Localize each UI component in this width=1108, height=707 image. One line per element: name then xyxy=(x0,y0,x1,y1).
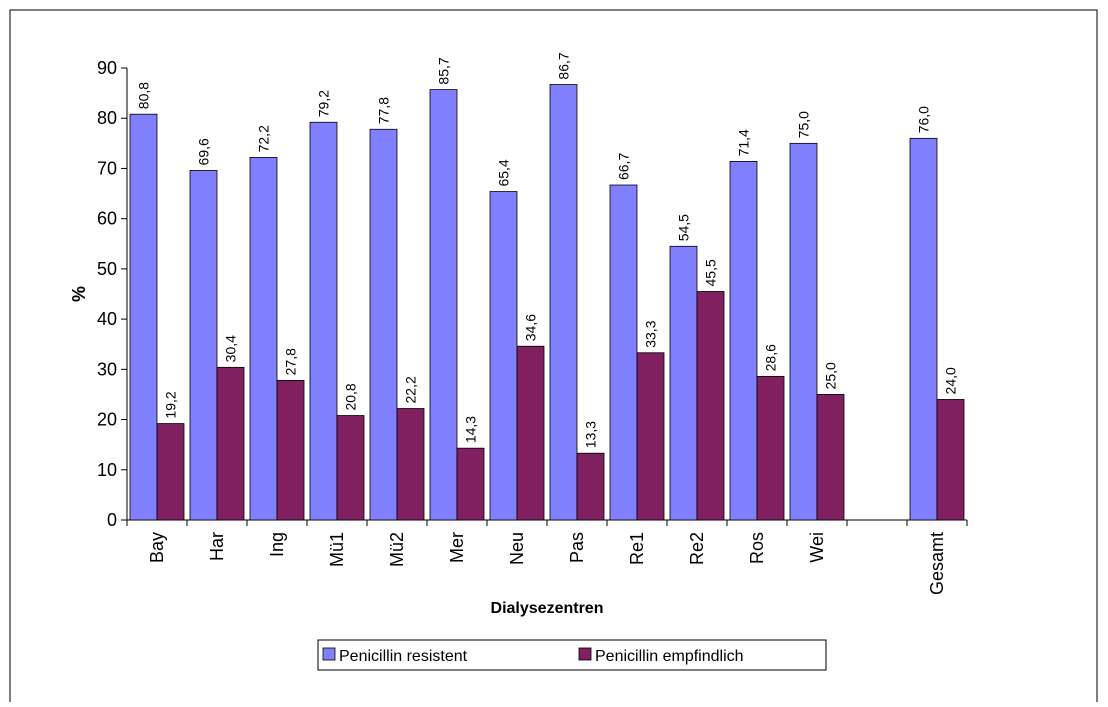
bar xyxy=(369,128,398,521)
value-label: 20,8 xyxy=(343,383,359,410)
x-tick-label: Pas xyxy=(567,532,587,563)
value-label: 13,3 xyxy=(583,421,599,448)
bar xyxy=(516,345,545,521)
bar xyxy=(249,156,278,521)
value-label: 22,2 xyxy=(403,376,419,403)
bar xyxy=(789,142,818,521)
y-tick-label: 40 xyxy=(97,309,117,329)
bar xyxy=(276,379,305,521)
bar xyxy=(129,113,158,521)
x-tick-label: Har xyxy=(207,532,227,561)
bar xyxy=(909,137,938,521)
bar xyxy=(549,84,578,521)
bar xyxy=(669,245,698,521)
bar xyxy=(609,184,638,521)
value-label: 45,5 xyxy=(703,259,719,286)
y-tick-label: 0 xyxy=(107,510,117,530)
x-axis-label: Dialysezentren xyxy=(491,600,604,617)
bar xyxy=(756,375,785,521)
value-label: 80,8 xyxy=(136,82,152,109)
value-label: 14,3 xyxy=(463,416,479,443)
x-tick-label: Ing xyxy=(267,532,287,557)
legend-label: Penicillin empfindlich xyxy=(595,648,744,665)
x-tick-label: Wei xyxy=(807,532,827,563)
x-tick-label: Mer xyxy=(447,532,467,563)
value-label: 71,4 xyxy=(736,129,752,156)
x-tick-label: Mü2 xyxy=(387,532,407,567)
value-label: 76,0 xyxy=(916,106,932,133)
bar xyxy=(429,89,458,521)
value-label: 75,0 xyxy=(796,111,812,138)
value-label: 30,4 xyxy=(223,335,239,362)
x-tick-label: Re1 xyxy=(627,532,647,565)
y-tick-label: 90 xyxy=(97,58,117,78)
value-label: 25,0 xyxy=(823,362,839,389)
value-label: 34,6 xyxy=(523,314,539,341)
x-tick-label: Mü1 xyxy=(327,532,347,567)
x-tick-label: Ros xyxy=(747,532,767,564)
bar xyxy=(309,121,338,521)
y-tick-label: 10 xyxy=(97,460,117,480)
y-tick-label: 30 xyxy=(97,359,117,379)
y-tick-label: 60 xyxy=(97,209,117,229)
bar xyxy=(216,366,245,521)
legend-box xyxy=(317,639,827,671)
x-tick-label: Bay xyxy=(147,532,167,563)
y-tick-label: 70 xyxy=(97,158,117,178)
value-label: 85,7 xyxy=(436,57,452,84)
bar xyxy=(456,447,485,521)
bar xyxy=(696,291,725,521)
value-label: 66,7 xyxy=(616,153,632,180)
bar xyxy=(636,352,665,521)
value-label: 24,0 xyxy=(943,367,959,394)
legend-swatch xyxy=(322,647,336,661)
bar xyxy=(336,415,365,521)
bar xyxy=(816,394,845,521)
value-label: 86,7 xyxy=(556,52,572,79)
x-tick-label: Re2 xyxy=(687,532,707,565)
y-tick-label: 20 xyxy=(97,410,117,430)
bar xyxy=(489,191,518,521)
bar xyxy=(156,423,185,521)
value-label: 77,8 xyxy=(376,97,392,124)
bar xyxy=(729,161,758,521)
bar xyxy=(936,399,965,521)
value-label: 65,4 xyxy=(496,159,512,186)
legend-label: Penicillin resistent xyxy=(339,648,468,665)
value-label: 28,6 xyxy=(763,344,779,371)
value-label: 33,3 xyxy=(643,320,659,347)
value-label: 19,2 xyxy=(163,391,179,418)
legend-swatch xyxy=(578,647,592,661)
bar xyxy=(396,408,425,521)
value-label: 54,5 xyxy=(676,214,692,241)
x-tick-label: Neu xyxy=(507,532,527,565)
value-label: 79,2 xyxy=(316,90,332,117)
x-tick-label: Gesamt xyxy=(927,532,947,595)
value-label: 27,8 xyxy=(283,348,299,375)
bar xyxy=(576,452,605,521)
y-axis-label: % xyxy=(69,286,89,302)
y-tick-label: 80 xyxy=(97,108,117,128)
value-label: 72,2 xyxy=(256,125,272,152)
y-tick-label: 50 xyxy=(97,259,117,279)
bar xyxy=(189,170,218,521)
value-label: 69,6 xyxy=(196,138,212,165)
